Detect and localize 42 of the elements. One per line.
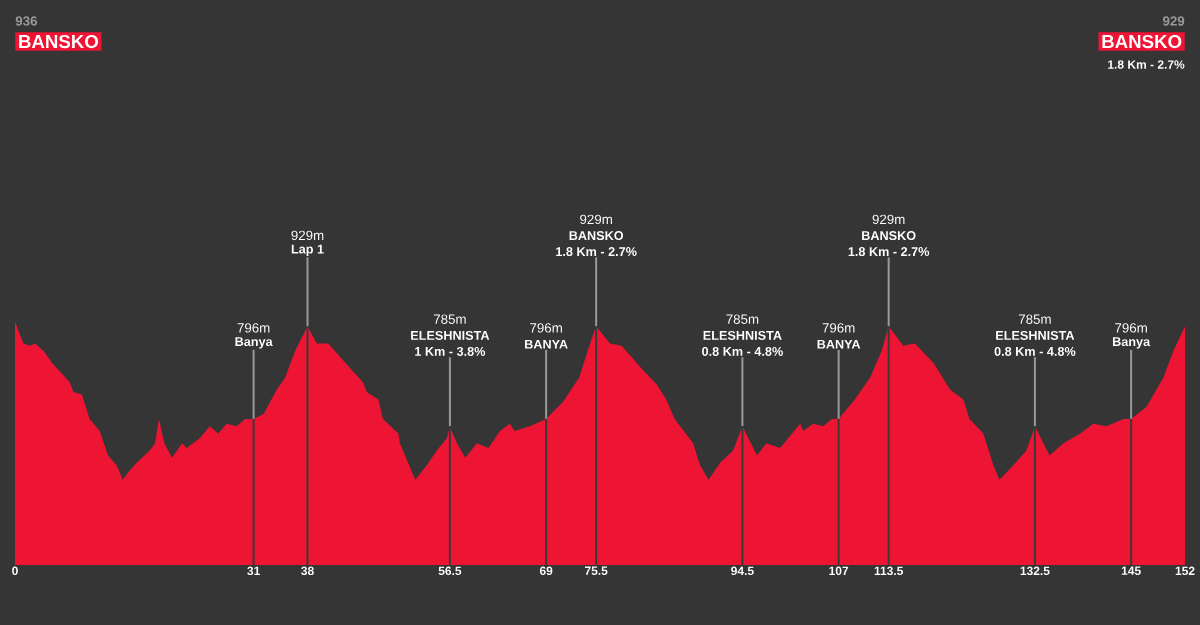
annotation: Lap 1: [291, 244, 324, 257]
annotation: 1 Km - 3.8%: [415, 346, 486, 356]
x-tick-label: 107: [829, 566, 849, 576]
text: 929m: [291, 230, 324, 241]
x-tick-label: 132.5: [1020, 566, 1050, 576]
annotation: ELESHNISTA: [996, 330, 1075, 340]
text: 929: [1162, 16, 1185, 26]
annotation: 1.8 Km - 2.7%: [556, 247, 637, 257]
x-tick-label: 145: [1121, 566, 1141, 575]
x-tick-label: 69: [539, 566, 553, 576]
x-tick-label: 56.5: [438, 566, 462, 576]
text: 929m: [872, 214, 905, 225]
text: 1.8 Km - 2.7%: [1108, 60, 1185, 69]
x-tick-label: 31: [247, 566, 260, 576]
annotation: 796m: [237, 323, 270, 333]
text: 936: [15, 16, 38, 26]
text: BANSKO: [569, 231, 624, 241]
annotation: 796m: [530, 323, 562, 333]
annotation: 796m: [1115, 323, 1147, 333]
annotation: ELESHNISTA: [411, 330, 490, 340]
annotation: BANYA: [817, 339, 861, 349]
annotation: Banya: [1112, 337, 1151, 349]
annotation: 785m: [726, 314, 759, 324]
x-tick-label: 38: [301, 566, 314, 576]
annotation: 1.8 Km - 2.7%: [848, 247, 930, 257]
annotation: 0.8 Km - 4.8%: [702, 346, 783, 356]
annotation: 785m: [1018, 314, 1051, 324]
annotation: Banya: [235, 337, 273, 349]
x-tick-label: 152: [1175, 566, 1195, 576]
annotation: 796m: [822, 323, 855, 333]
annotation: 0.8 Km - 4.8%: [994, 346, 1076, 356]
text: 929m: [580, 214, 612, 225]
text: BANSKO: [862, 231, 916, 241]
annotation: ELESHNISTA: [703, 330, 782, 340]
x-tick-label: 94.5: [731, 566, 754, 576]
annotation: BANYA: [525, 339, 568, 349]
x-tick-label: 75.5: [585, 566, 608, 575]
x-tick-label: 0: [12, 566, 18, 576]
text: BANSKO: [1102, 34, 1182, 49]
text: BANSKO: [19, 34, 99, 49]
annotation: 785m: [433, 314, 466, 324]
x-tick-label: 113.5: [874, 566, 903, 576]
